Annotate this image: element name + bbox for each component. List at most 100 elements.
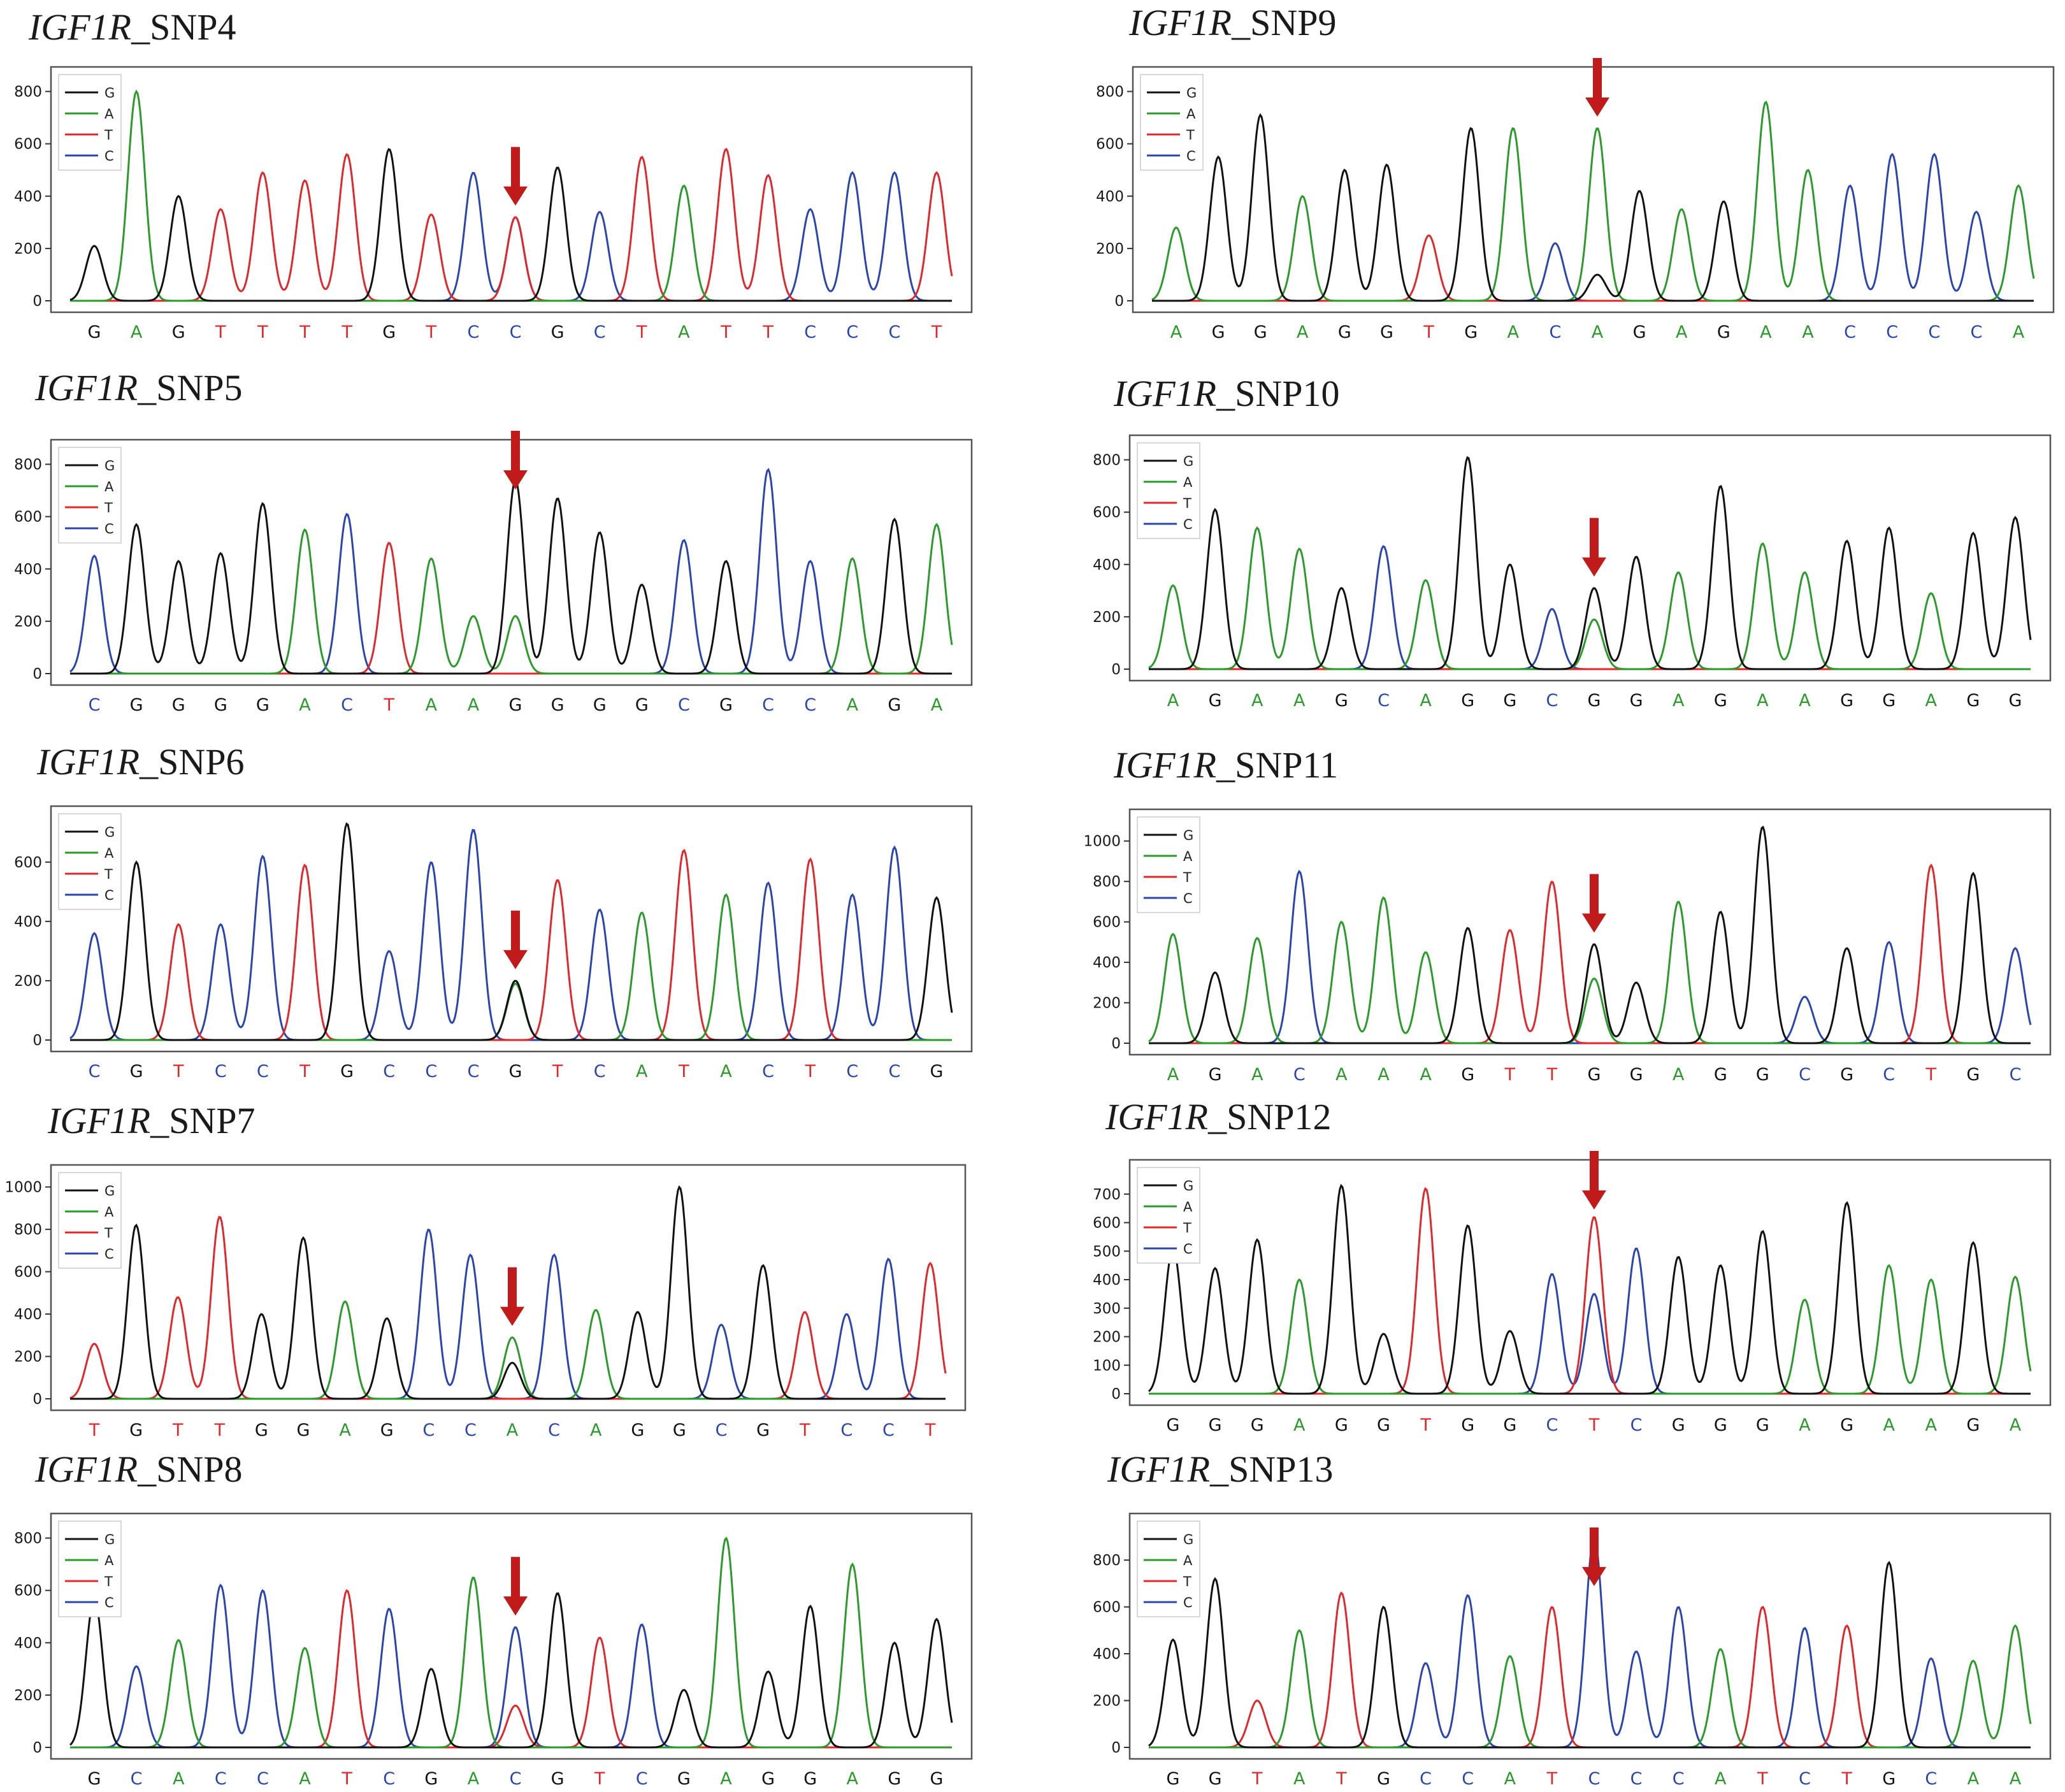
base-call: G <box>551 695 565 715</box>
plot-frame <box>1128 434 2052 682</box>
y-tick-label: 400 <box>1093 557 1121 574</box>
legend-label: G <box>104 1532 115 1547</box>
legend-label: C <box>1183 891 1193 906</box>
base-call: T <box>804 1062 816 1081</box>
base-call: A <box>1925 691 1938 711</box>
trace-t <box>1149 1591 2031 1749</box>
legend-box <box>1140 74 1204 171</box>
trace-a <box>70 523 953 675</box>
plot-frame <box>50 805 973 1053</box>
y-tick-label: 600 <box>1096 136 1124 153</box>
y-tick-label: 100 <box>1093 1357 1121 1374</box>
y-tick-label: 300 <box>1093 1301 1121 1317</box>
base-call: C <box>1844 322 1856 342</box>
base-call: C <box>510 1769 522 1789</box>
base-call: C <box>1799 1065 1811 1085</box>
base-call: G <box>214 695 227 715</box>
legend-label: T <box>1183 870 1191 885</box>
y-tick-label: 200 <box>1096 241 1124 257</box>
panel-title-gene: IGF1R <box>34 1449 138 1490</box>
snp-arrow-shaft <box>1593 58 1602 99</box>
legend-box <box>58 813 122 910</box>
base-call: G <box>255 1420 268 1440</box>
base-call: C <box>678 695 690 715</box>
base-call: A <box>1673 1065 1685 1085</box>
snp-arrow-head <box>1582 557 1606 577</box>
base-call: G <box>297 1420 310 1440</box>
base-call: C <box>1546 691 1558 711</box>
legend-label: C <box>1183 1241 1193 1257</box>
base-call: C <box>1588 1769 1601 1789</box>
base-call: A <box>131 322 143 342</box>
snp-arrow-shaft <box>1590 1527 1599 1568</box>
base-call: G <box>1717 322 1730 342</box>
base-call: T <box>1504 1065 1516 1085</box>
base-call: T <box>1251 1769 1263 1789</box>
base-call: G <box>1380 322 1393 342</box>
base-call: G <box>382 322 396 342</box>
base-call: A <box>678 322 690 342</box>
legend-label: G <box>1183 1532 1193 1547</box>
base-call: A <box>1293 1769 1306 1789</box>
base-call: A <box>720 1769 732 1789</box>
base-call: C <box>804 322 816 342</box>
base-call: G <box>1209 691 1222 711</box>
y-tick-label: 600 <box>14 1264 42 1281</box>
panel-title: IGF1R_SNP13 <box>1107 1449 1333 1490</box>
y-tick-label: 0 <box>32 1740 42 1756</box>
legend-label: T <box>1186 127 1195 143</box>
base-call: C <box>846 322 858 342</box>
base-call: A <box>1335 1065 1348 1085</box>
base-call: G <box>930 1769 944 1789</box>
legend-box <box>1137 1167 1200 1264</box>
base-call: G <box>2009 691 2022 711</box>
y-tick-label: 600 <box>14 509 42 526</box>
base-call: T <box>257 322 268 342</box>
base-call: G <box>340 1062 354 1081</box>
trace-a <box>1151 100 2035 302</box>
base-call: G <box>1966 691 1980 711</box>
base-call: T <box>636 322 647 342</box>
base-call: G <box>1714 691 1727 711</box>
base-call: T <box>594 1769 605 1789</box>
legend-box <box>58 1521 122 1617</box>
legend-label: G <box>104 85 115 101</box>
base-call: G <box>1672 1415 1685 1435</box>
plot-frame <box>50 1164 967 1412</box>
base-call: A <box>1592 322 1604 342</box>
base-call: T <box>552 1062 563 1081</box>
base-call: G <box>1588 1065 1601 1085</box>
trace-g <box>70 479 952 675</box>
y-tick-label: 1000 <box>4 1180 42 1196</box>
base-call: C <box>89 1062 101 1081</box>
base-call: C <box>1462 1769 1474 1789</box>
base-call: C <box>510 322 522 342</box>
y-tick-label: 0 <box>32 293 42 310</box>
trace-g <box>1148 1183 2031 1395</box>
y-tick-label: 1000 <box>1083 834 1121 850</box>
y-tick-label: 200 <box>1093 1693 1121 1710</box>
legend-label: C <box>104 1595 114 1610</box>
legend-label: G <box>1183 1178 1193 1194</box>
base-call: T <box>1757 1769 1768 1789</box>
legend-label: T <box>104 1574 113 1589</box>
trace-a <box>1149 1264 2032 1395</box>
panel-title-snp: _SNP13 <box>1209 1449 1333 1490</box>
base-call: C <box>464 1420 477 1440</box>
y-tick-label: 200 <box>1093 1329 1121 1346</box>
base-call: G <box>803 1769 817 1789</box>
base-call: A <box>1251 691 1263 711</box>
base-call: C <box>1886 322 1898 342</box>
trace-g <box>1148 1561 2031 1749</box>
y-tick-label: 800 <box>14 457 42 473</box>
base-call: G <box>1209 1415 1222 1435</box>
base-call: T <box>1420 1415 1431 1435</box>
base-call: A <box>1673 691 1685 711</box>
snp-arrow-head <box>503 186 528 206</box>
base-call: A <box>1925 1415 1938 1435</box>
base-call: G <box>1588 691 1601 711</box>
base-call: G <box>1966 1415 1980 1435</box>
